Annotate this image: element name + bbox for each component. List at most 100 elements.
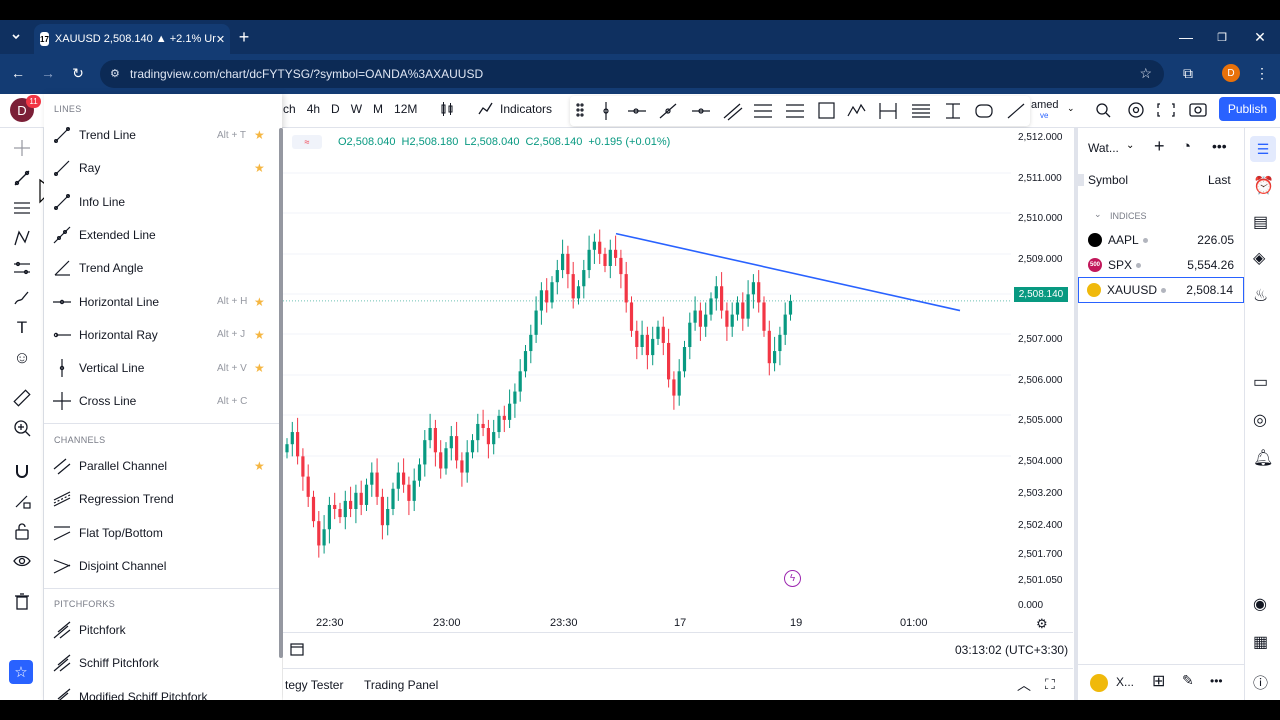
favorites-star-icon[interactable]: ☆ bbox=[9, 660, 33, 684]
watchlist-row[interactable]: AAPL 226.05 bbox=[1088, 228, 1244, 252]
bottom-more-icon[interactable]: ••• bbox=[1210, 674, 1223, 688]
watchlist-chevron-icon[interactable]: ⌄ bbox=[1126, 140, 1135, 151]
calendar-grid-icon[interactable]: ▦ bbox=[1253, 634, 1269, 651]
menu-item-cross-line[interactable]: Cross Line Alt + C bbox=[44, 385, 282, 417]
favorite-star-icon[interactable]: ★ bbox=[254, 294, 265, 309]
target-icon[interactable]: ◉ bbox=[1253, 596, 1267, 613]
restore-icon[interactable]: ❐ bbox=[1217, 31, 1227, 44]
calendar-icon[interactable]: ▤ bbox=[1253, 214, 1269, 231]
forward-icon[interactable]: → bbox=[41, 65, 55, 81]
drawing-tool-icons[interactable] bbox=[570, 96, 1030, 126]
chart-area[interactable] bbox=[283, 128, 1073, 632]
resize-handle[interactable] bbox=[1078, 174, 1084, 186]
tab-close-icon[interactable]: ✕ bbox=[215, 33, 226, 46]
indicators-button[interactable]: Indicators bbox=[478, 101, 552, 117]
interval-6[interactable]: 12M bbox=[394, 102, 418, 116]
emoji-tool-icon[interactable]: ☺ bbox=[13, 348, 31, 367]
minimize-icon[interactable]: — bbox=[1179, 29, 1193, 45]
interval-4[interactable]: W bbox=[350, 102, 363, 116]
notifications-bell-icon[interactable]: 🔔︎ bbox=[1253, 450, 1274, 467]
user-avatar[interactable]: D bbox=[10, 98, 34, 122]
layers-icon[interactable]: ◈ bbox=[1253, 250, 1266, 267]
menu-item-trend-angle[interactable]: Trend Angle bbox=[44, 252, 282, 284]
ruler-icon[interactable] bbox=[10, 386, 34, 410]
new-tab-button[interactable]: + bbox=[238, 26, 250, 47]
col-last[interactable]: Last bbox=[1208, 173, 1231, 187]
watchlist-more-icon[interactable]: ••• bbox=[1212, 138, 1227, 154]
interval-3[interactable]: D bbox=[331, 102, 340, 116]
crosshair-icon[interactable] bbox=[10, 136, 34, 160]
collapse-legend-icon[interactable]: ≈ bbox=[292, 135, 322, 149]
site-info-icon[interactable]: ⚙ bbox=[110, 68, 120, 80]
trend-line-tool-icon[interactable] bbox=[10, 166, 34, 190]
text-tool-icon[interactable]: T bbox=[16, 318, 28, 337]
collapse-panel-icon[interactable]: ︿ bbox=[1017, 677, 1031, 693]
fib-tool-icon[interactable] bbox=[10, 196, 34, 220]
trash-icon[interactable] bbox=[10, 589, 34, 613]
menu-item-info-line[interactable]: Info Line bbox=[44, 186, 282, 218]
drawn-trend-line[interactable] bbox=[615, 232, 961, 312]
brush-tool-icon[interactable] bbox=[10, 286, 34, 310]
menu-item-trend-line[interactable]: Trend Line Alt + T ★ bbox=[44, 119, 282, 151]
grid-view-icon[interactable]: ⊞ bbox=[1152, 673, 1166, 690]
browser-menu-icon[interactable]: ⋮ bbox=[1255, 64, 1269, 81]
watchlist-toggle-icon[interactable]: ☰ bbox=[1250, 136, 1276, 162]
watchlist-row-selected[interactable]: XAUUSD 2,508.14 bbox=[1078, 277, 1244, 303]
advanced-view-icon[interactable]: ◔ bbox=[1182, 138, 1192, 155]
lock-icon[interactable] bbox=[10, 519, 34, 543]
zoom-in-icon[interactable] bbox=[10, 416, 34, 440]
favorite-star-icon[interactable]: ★ bbox=[254, 327, 265, 342]
ideas-bulb-icon[interactable]: ◎ bbox=[1253, 412, 1267, 429]
watchlist-row[interactable]: 500 SPX 5,554.26 bbox=[1088, 253, 1244, 277]
menu-item-regression-trend[interactable]: Regression Trend bbox=[44, 483, 282, 515]
menu-item-vertical-line[interactable]: Vertical Line Alt + V ★ bbox=[44, 352, 282, 384]
url-bar[interactable]: ⚙ tradingview.com/chart/dcFYTYSG/?symbol… bbox=[100, 60, 1164, 88]
menu-item-horizontal-line[interactable]: Horizontal Line Alt + H ★ bbox=[44, 286, 282, 318]
publish-button[interactable]: Publish bbox=[1219, 97, 1276, 121]
menu-item-disjoint-channel[interactable]: Disjoint Channel bbox=[44, 550, 282, 582]
menu-item-pitchfork[interactable]: Pitchfork bbox=[44, 614, 282, 646]
eye-icon[interactable] bbox=[10, 549, 34, 573]
bottom-symbol[interactable]: X... bbox=[1116, 675, 1135, 689]
menu-item-modified-schiff-pitchfork[interactable]: Modified Schiff Pitchfork bbox=[44, 681, 282, 700]
profile-avatar[interactable]: D bbox=[1222, 64, 1240, 82]
menu-item-flat-top-bottom[interactable]: Flat Top/Bottom bbox=[44, 517, 282, 549]
interval-2[interactable]: 4h bbox=[306, 102, 321, 116]
menu-item-ray[interactable]: Ray ★ bbox=[44, 152, 282, 184]
lightning-event-icon[interactable]: ϟ bbox=[784, 570, 801, 587]
menu-item-schiff-pitchfork[interactable]: Schiff Pitchfork bbox=[44, 647, 282, 679]
time-display[interactable]: 03:13:02 (UTC+3:30) bbox=[955, 643, 1069, 657]
menu-item-extended-line[interactable]: Extended Line bbox=[44, 219, 282, 251]
browser-tab[interactable]: 17 XAUUSD 2,508.140 ▲ +2.1% Ur ✕ bbox=[34, 24, 230, 54]
favorite-star-icon[interactable]: ★ bbox=[254, 361, 265, 376]
pattern-tool-icon[interactable] bbox=[10, 226, 34, 250]
chat-icon[interactable]: ▭ bbox=[1253, 374, 1269, 391]
hotlist-flame-icon[interactable]: ♨ bbox=[1253, 286, 1269, 305]
date-range-icon[interactable] bbox=[289, 641, 305, 662]
section-chevron-icon[interactable]: ⌄ bbox=[1094, 209, 1102, 219]
menu-item-horizontal-ray[interactable]: Horizontal Ray Alt + J ★ bbox=[44, 319, 282, 351]
col-symbol[interactable]: Symbol bbox=[1088, 173, 1129, 187]
favorite-star-icon[interactable]: ★ bbox=[254, 128, 265, 142]
candle-type-icon[interactable] bbox=[439, 101, 455, 117]
prediction-tool-icon[interactable] bbox=[10, 256, 34, 280]
price-axis[interactable]: 2,512.000 2,511.000 2,510.000 2,509.000 2,50… bbox=[1010, 128, 1073, 632]
close-window-icon[interactable]: ✕ bbox=[1254, 28, 1266, 45]
maximize-panel-icon[interactable]: ⛶ bbox=[1045, 676, 1055, 692]
add-symbol-icon[interactable]: + bbox=[1154, 136, 1165, 156]
layout-name[interactable]: amed bbox=[1031, 99, 1059, 111]
tab-strategy-tester[interactable]: tegy Tester bbox=[285, 678, 344, 692]
magnet-icon[interactable] bbox=[10, 459, 34, 483]
watchlist-title[interactable]: Wat... bbox=[1088, 141, 1119, 155]
lock-pencil-icon[interactable] bbox=[10, 489, 34, 513]
favorite-star-icon[interactable]: ★ bbox=[254, 161, 265, 176]
chart-settings-icon[interactable]: ⚙ bbox=[1036, 616, 1048, 631]
tab-search-icon[interactable] bbox=[6, 27, 26, 47]
back-icon[interactable]: ← bbox=[11, 65, 25, 81]
bookmark-star-icon[interactable]: ☆ bbox=[1139, 65, 1152, 81]
interval-5[interactable]: M bbox=[373, 102, 384, 116]
layout-chevron-icon[interactable]: ⌄ bbox=[1067, 103, 1075, 113]
edit-icon[interactable]: ✎ bbox=[1182, 672, 1194, 688]
menu-scrollbar[interactable] bbox=[279, 128, 283, 658]
reload-icon[interactable]: ↻ bbox=[72, 64, 84, 81]
